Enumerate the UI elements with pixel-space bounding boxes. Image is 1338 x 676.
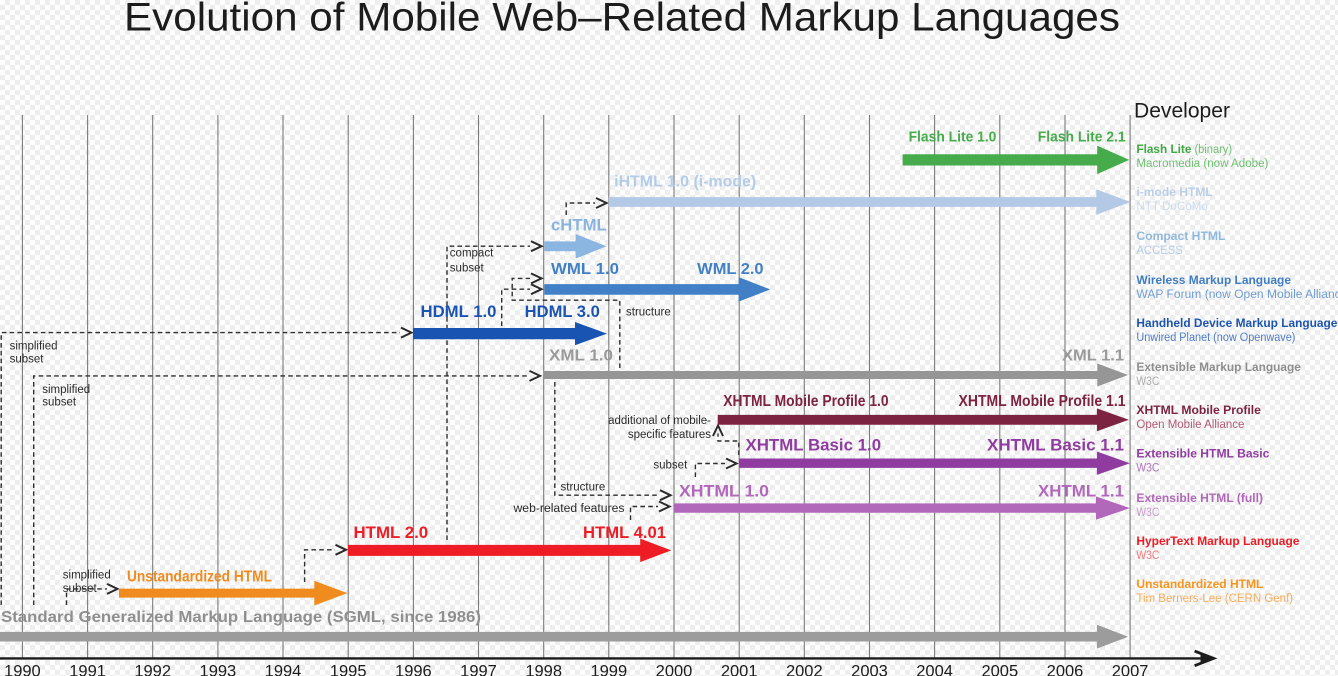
svg-text:simplified: simplified [42, 384, 90, 396]
svg-text:Flash Lite 2.1: Flash Lite 2.1 [1038, 130, 1126, 146]
svg-text:XHTML 1.0: XHTML 1.0 [679, 481, 769, 500]
svg-text:structure: structure [561, 482, 606, 494]
svg-text:Compact HTML: Compact HTML [1136, 229, 1226, 243]
svg-text:Unwired Planet (now Openwave): Unwired Planet (now Openwave) [1136, 330, 1295, 344]
svg-text:ACCESS: ACCESS [1136, 243, 1182, 257]
svg-text:WAP Forum (now Open Mobile All: WAP Forum (now Open Mobile Alliance) [1136, 287, 1338, 301]
svg-text:W3C: W3C [1136, 548, 1159, 562]
svg-text:2002: 2002 [786, 663, 823, 676]
svg-text:2005: 2005 [981, 663, 1018, 676]
svg-text:XHTML Mobile Profile 1.1: XHTML Mobile Profile 1.1 [959, 393, 1126, 410]
svg-text:1995: 1995 [330, 663, 367, 676]
svg-text:XML 1.0: XML 1.0 [549, 348, 613, 365]
svg-text:XML 1.1: XML 1.1 [1062, 348, 1124, 365]
svg-text:specific features: specific features [628, 429, 711, 441]
svg-text:Flash Lite 1.0: Flash Lite 1.0 [909, 130, 997, 146]
svg-text:subset: subset [653, 460, 688, 472]
svg-text:subset: subset [10, 354, 45, 366]
svg-text:Extensible HTML Basic: Extensible HTML Basic [1136, 447, 1269, 461]
svg-text:XHTML Basic 1.1: XHTML Basic 1.1 [987, 436, 1124, 455]
svg-text:HTML 4.01: HTML 4.01 [583, 523, 666, 542]
svg-text:1994: 1994 [265, 663, 302, 676]
svg-text:2007: 2007 [1112, 663, 1149, 676]
svg-text:subset: subset [42, 397, 77, 409]
svg-text:1992: 1992 [134, 663, 171, 676]
svg-text:simplified: simplified [63, 570, 111, 582]
svg-text:Extensible Markup Language: Extensible Markup Language [1136, 360, 1301, 374]
svg-text:(binary): (binary) [1195, 142, 1233, 156]
svg-text:XHTML Mobile Profile: XHTML Mobile Profile [1136, 403, 1261, 417]
svg-text:structure: structure [626, 307, 671, 319]
svg-text:2000: 2000 [656, 663, 693, 676]
svg-text:web-related features: web-related features [512, 503, 624, 515]
svg-text:Extensible HTML (full): Extensible HTML (full) [1136, 491, 1263, 505]
svg-text:1996: 1996 [395, 663, 432, 676]
svg-text:W3C: W3C [1136, 461, 1159, 475]
svg-text:2006: 2006 [1047, 663, 1084, 676]
svg-text:iHTML 1.0 (i-mode): iHTML 1.0 (i-mode) [614, 174, 756, 191]
svg-text:1999: 1999 [590, 663, 627, 676]
svg-text:WML 1.0: WML 1.0 [551, 261, 619, 278]
svg-text:W3C: W3C [1136, 505, 1159, 519]
svg-text:HTML 2.0: HTML 2.0 [354, 523, 429, 542]
svg-text:WML 2.0: WML 2.0 [697, 261, 763, 278]
svg-text:1997: 1997 [460, 663, 497, 676]
svg-text:additional of mobile-: additional of mobile- [608, 415, 711, 427]
svg-text:2004: 2004 [916, 663, 953, 676]
svg-text:cHTML: cHTML [551, 216, 607, 235]
svg-text:W3C: W3C [1136, 374, 1159, 388]
svg-text:Evolution of Mobile Web–Relate: Evolution of Mobile Web–Related Markup L… [124, 0, 1120, 39]
svg-text:XHTML Basic 1.0: XHTML Basic 1.0 [746, 436, 882, 455]
svg-text:HDML 1.0: HDML 1.0 [421, 303, 497, 321]
svg-text:simplified: simplified [10, 341, 58, 353]
svg-text:1990: 1990 [4, 663, 41, 676]
svg-text:Macromedia (now Adobe): Macromedia (now Adobe) [1136, 156, 1268, 170]
svg-text:XHTML 1.1: XHTML 1.1 [1038, 481, 1124, 500]
svg-text:1998: 1998 [525, 663, 562, 676]
svg-text:Handheld Device Markup Languag: Handheld Device Markup Language [1136, 316, 1337, 330]
svg-text:2003: 2003 [851, 663, 888, 676]
svg-text:Open Mobile Alliance: Open Mobile Alliance [1136, 417, 1244, 431]
svg-text:Standard Generalized Markup La: Standard Generalized Markup Language (SG… [1, 609, 481, 626]
svg-text:1993: 1993 [200, 663, 237, 676]
svg-text:Developer: Developer [1134, 100, 1230, 123]
svg-text:HDML 3.0: HDML 3.0 [525, 303, 600, 321]
svg-text:XHTML Mobile Profile 1.0: XHTML Mobile Profile 1.0 [723, 393, 888, 410]
svg-text:subset: subset [63, 583, 98, 595]
svg-text:1991: 1991 [69, 663, 106, 676]
svg-text:NTT DoCoMo: NTT DoCoMo [1136, 199, 1208, 213]
svg-text:HyperText Markup Language: HyperText Markup Language [1136, 534, 1299, 548]
svg-text:Unstandardized HTML: Unstandardized HTML [1136, 577, 1264, 591]
svg-text:compact: compact [450, 248, 494, 260]
svg-text:Unstandardized HTML: Unstandardized HTML [127, 568, 272, 585]
svg-text:i-mode HTML: i-mode HTML [1136, 185, 1213, 199]
svg-text:Wireless Markup Language: Wireless Markup Language [1136, 273, 1291, 287]
svg-text:2001: 2001 [721, 663, 758, 676]
svg-text:subset: subset [450, 263, 485, 275]
svg-text:Flash Lite: Flash Lite [1136, 142, 1191, 156]
svg-text:Tim Berners-Lee (CERN Genf): Tim Berners-Lee (CERN Genf) [1136, 591, 1293, 605]
